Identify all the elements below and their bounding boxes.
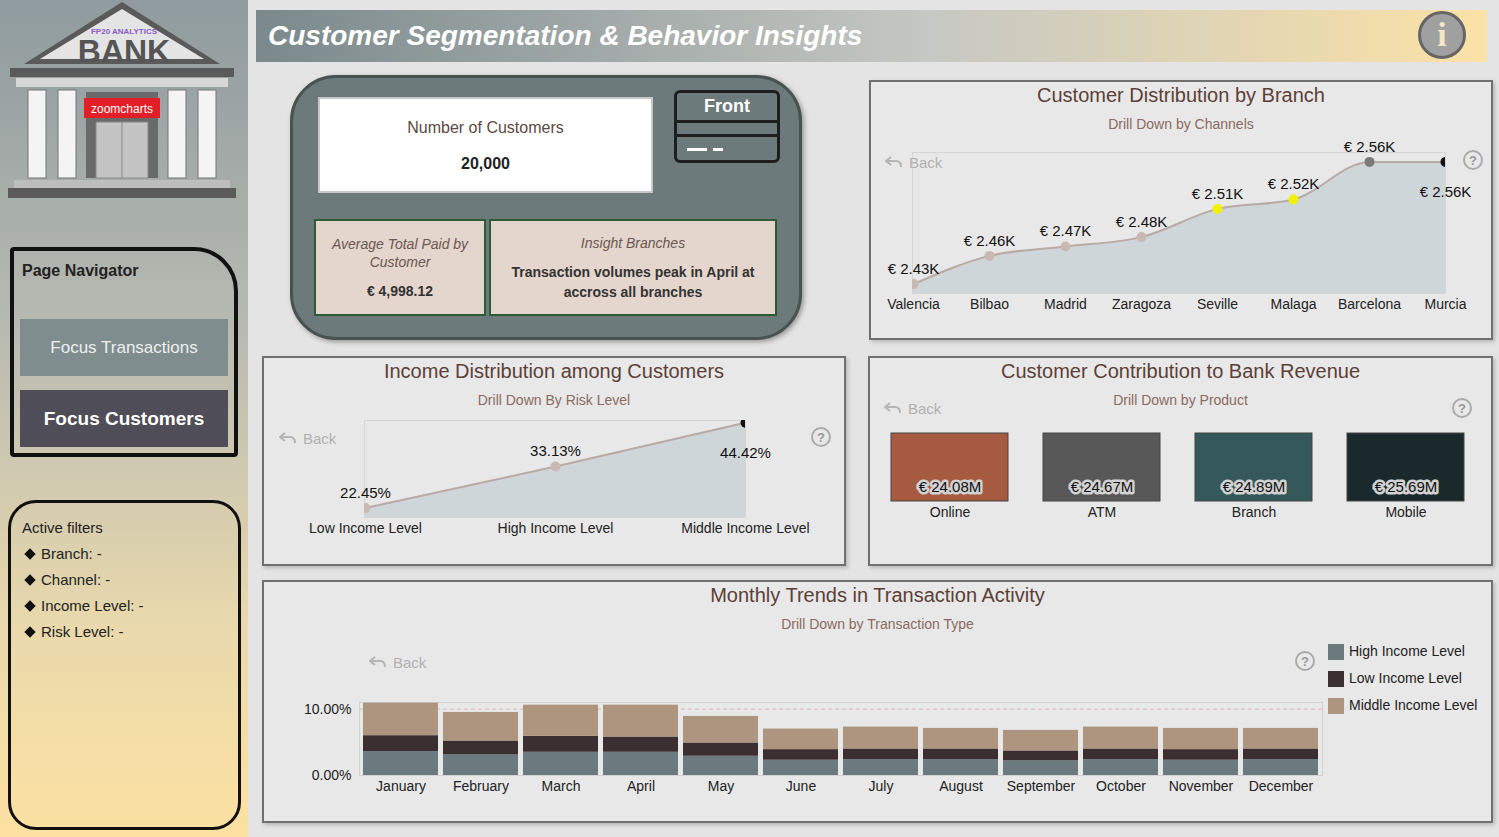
html-text:Customer Distribution by Branc: Customer Distribution by Branch <box>1037 84 1325 106</box>
html-text:Front: Front <box>704 96 750 116</box>
html-text:Back: Back <box>303 429 337 447</box>
svg-text:22.45%: 22.45% <box>340 484 391 501</box>
svg-text:November: November <box>1169 778 1234 794</box>
html-text:Back: Back <box>393 653 427 671</box>
svg-text:BANK: BANK <box>78 33 170 69</box>
svg-text:Madrid: Madrid <box>1044 296 1087 312</box>
svg-text:Malaga: Malaga <box>1271 296 1317 312</box>
svg-text:€ 2.48K: € 2.48K <box>1116 213 1168 230</box>
svg-text:June: June <box>786 778 817 794</box>
svg-text:€ 2.51K: € 2.51K <box>1192 185 1244 202</box>
svg-text:October: October <box>1096 778 1146 794</box>
svg-text:44.42%: 44.42% <box>720 444 771 461</box>
html-text:High Income Level: High Income Level <box>1349 643 1465 659</box>
html-text:Income Level: -: Income Level: - <box>41 597 144 614</box>
svg-text:April: April <box>627 778 655 794</box>
svg-text:€ 2.52K: € 2.52K <box>1268 175 1320 192</box>
html-text:i: i <box>1437 16 1447 53</box>
svg-text:€ 25.69M: € 25.69M <box>1375 478 1438 495</box>
html-text:Back: Back <box>908 399 942 417</box>
svg-text:Middle Income Level: Middle Income Level <box>681 520 809 536</box>
html-text:Customer Segmentation & Behavi: Customer Segmentation & Behavior Insight… <box>268 20 863 51</box>
html-text:20,000: 20,000 <box>461 155 510 172</box>
svg-text:September: September <box>1007 778 1076 794</box>
svg-text:Zaragoza: Zaragoza <box>1112 296 1171 312</box>
svg-text:July: July <box>869 778 894 794</box>
html-text:Page Navigator: Page Navigator <box>22 262 139 279</box>
html-text:Drill Down by Transaction Type: Drill Down by Transaction Type <box>781 616 974 632</box>
svg-text:€ 2.47K: € 2.47K <box>1040 222 1092 239</box>
svg-text:€ 2.43K: € 2.43K <box>888 260 940 277</box>
svg-text:Barcelona: Barcelona <box>1338 296 1401 312</box>
svg-text:€ 24.08M: € 24.08M <box>919 478 982 495</box>
html-text:Branch: -: Branch: - <box>41 545 102 562</box>
html-text:Drill Down By Risk Level: Drill Down By Risk Level <box>477 392 631 408</box>
svg-text:February: February <box>453 778 509 794</box>
html-text:Average Total Paid by Customer: Average Total Paid by Customer <box>331 236 469 270</box>
html-text:Back: Back <box>909 153 943 171</box>
svg-text:FP20 ANALYTICS: FP20 ANALYTICS <box>91 27 157 36</box>
html-text:Transaction volumes peak in Ap: Transaction volumes peak in April at acc… <box>511 264 755 300</box>
svg-text:Branch: Branch <box>1232 504 1276 520</box>
svg-text:€ 2.56K: € 2.56K <box>1420 183 1472 200</box>
svg-text:33.13%: 33.13% <box>530 442 581 459</box>
html-text:Monthly Trends in Transaction: Monthly Trends in Transaction Activity <box>710 584 1045 606</box>
svg-text:10.00%: 10.00% <box>304 701 351 717</box>
svg-text:€ 24.89M: € 24.89M <box>1223 478 1286 495</box>
svg-text:€ 24.67M: € 24.67M <box>1071 478 1134 495</box>
svg-text:March: March <box>542 778 581 794</box>
html-text:Insight Branches: Insight Branches <box>580 235 686 251</box>
html-text:Middle Income Level: Middle Income Level <box>1349 697 1478 713</box>
svg-text:Seville: Seville <box>1197 296 1238 312</box>
svg-text:May: May <box>708 778 734 794</box>
svg-text:Mobile: Mobile <box>1385 504 1426 520</box>
html-text:Drill Down by Product: Drill Down by Product <box>1113 392 1248 408</box>
html-text:Channel: -: Channel: - <box>41 571 111 588</box>
svg-text:€ 2.56K: € 2.56K <box>1344 138 1396 155</box>
html-text:Risk Level: -: Risk Level: - <box>41 623 124 640</box>
svg-text:Online: Online <box>930 504 971 520</box>
svg-text:December: December <box>1249 778 1314 794</box>
html-text:Focus Transactions: Focus Transactions <box>50 337 198 357</box>
html-text:Active filters: Active filters <box>22 519 103 536</box>
svg-text:0.00%: 0.00% <box>312 767 352 783</box>
svg-text:€ 2.46K: € 2.46K <box>964 232 1016 249</box>
svg-text:Low Income Level: Low Income Level <box>309 520 422 536</box>
svg-text:High Income Level: High Income Level <box>498 520 614 536</box>
html-text:Drill Down by Channels: Drill Down by Channels <box>1108 116 1254 132</box>
html-text:Income Distribution among Cust: Income Distribution among Customers <box>383 360 725 382</box>
html-text:€ 4,998.12: € 4,998.12 <box>366 283 434 299</box>
svg-text:January: January <box>376 778 426 794</box>
html-text:Number of Customers: Number of Customers <box>407 119 564 136</box>
svg-text:August: August <box>939 778 983 794</box>
html-text:Customer Contribution to Bank: Customer Contribution to Bank Revenue <box>1001 360 1360 382</box>
svg-text:zoomcharts: zoomcharts <box>91 102 153 116</box>
html-text:Focus Customers: Focus Customers <box>43 407 205 429</box>
svg-text:Murcia: Murcia <box>1424 296 1466 312</box>
svg-text:ATM: ATM <box>1088 504 1117 520</box>
svg-text:Bilbao: Bilbao <box>970 296 1009 312</box>
html-text:Low Income Level: Low Income Level <box>1349 670 1462 686</box>
svg-text:Valencia: Valencia <box>887 296 940 312</box>
